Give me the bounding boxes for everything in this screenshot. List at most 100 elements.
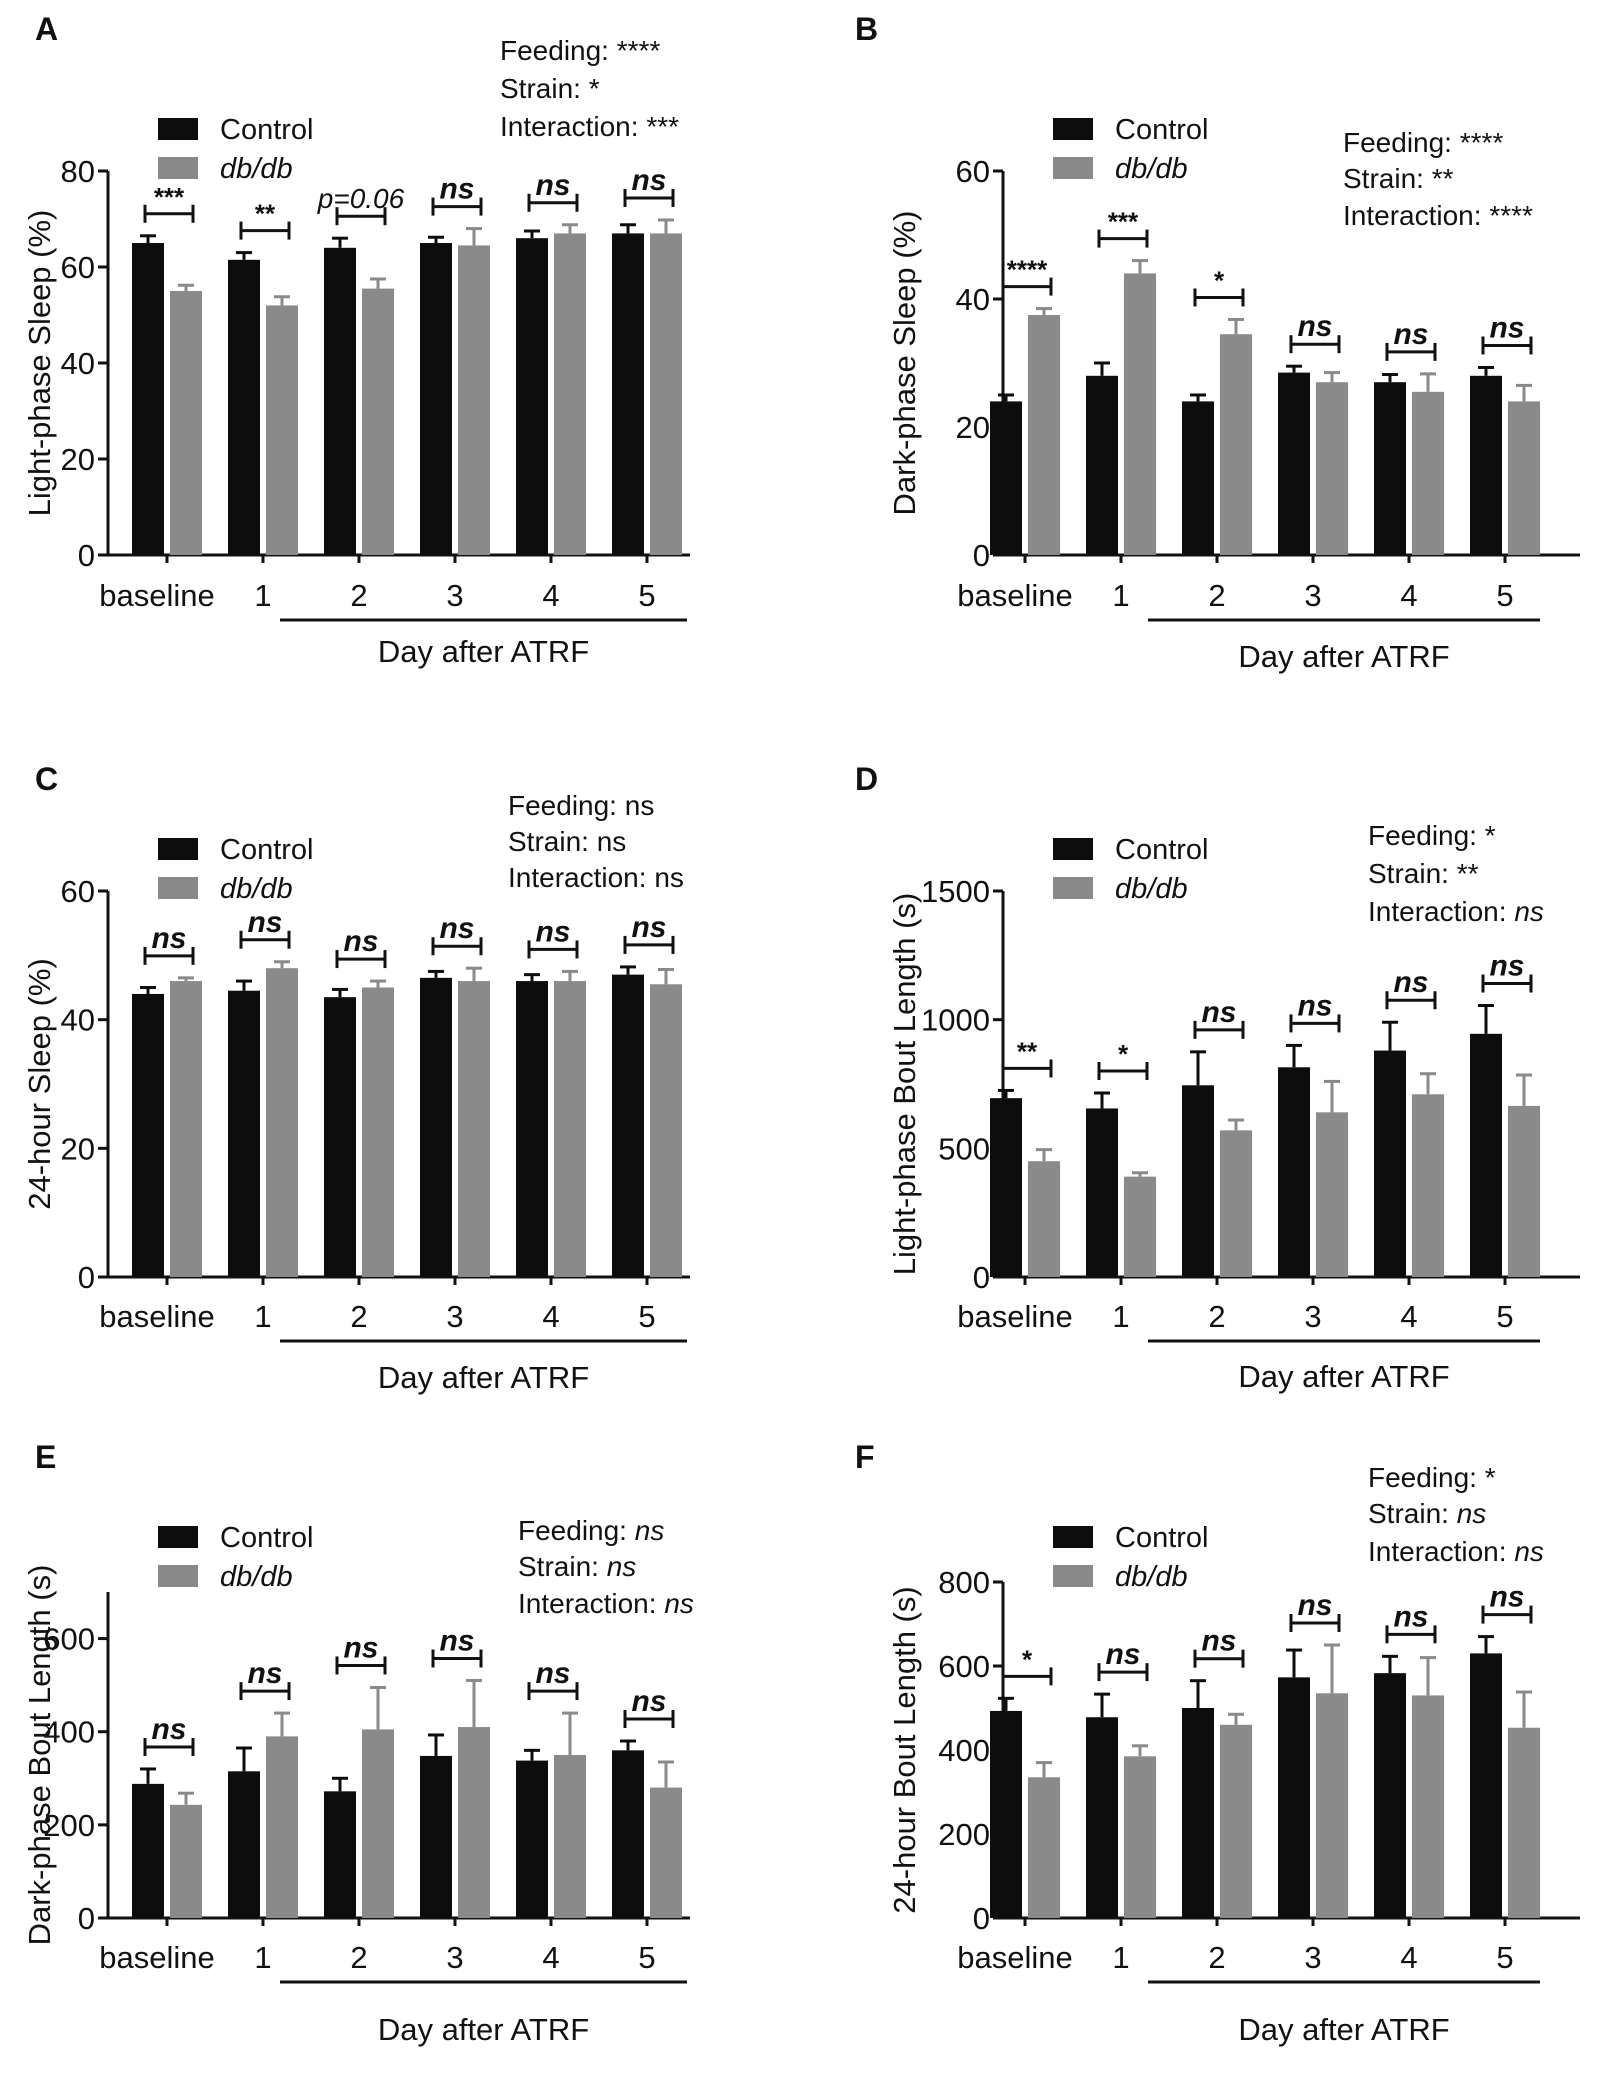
x-axis-label: Day after ATRF xyxy=(378,1360,589,1395)
bar-control xyxy=(1086,1108,1118,1277)
legend-label: db/db xyxy=(220,873,293,905)
bar-control xyxy=(1374,1050,1406,1277)
y-tick-label: 0 xyxy=(78,1260,95,1295)
legend-swatch xyxy=(1053,1526,1093,1548)
bar-dbdb xyxy=(458,981,490,1277)
sig-label: ns xyxy=(1489,950,1524,983)
stats-text-label: Interaction: xyxy=(1368,896,1514,927)
bar-dbdb xyxy=(1124,273,1156,555)
legend-swatch xyxy=(158,118,198,140)
x-tick-label: 3 xyxy=(1304,578,1321,613)
y-tick-label: 60 xyxy=(61,250,95,285)
bar-dbdb xyxy=(1028,315,1060,555)
stats-text-label: Feeding: xyxy=(1368,1462,1485,1493)
x-tick-label: 3 xyxy=(1304,1940,1321,1975)
x-tick-label: baseline xyxy=(957,1299,1072,1334)
x-tick-label: 1 xyxy=(1112,1299,1129,1334)
legend-label: db/db xyxy=(1115,1561,1188,1593)
bar-control xyxy=(1374,1673,1406,1918)
x-tick-label: 1 xyxy=(1112,1940,1129,1975)
x-tick-label: 3 xyxy=(446,578,463,613)
sig-label: ns xyxy=(343,1631,378,1664)
bar-control xyxy=(612,1750,644,1918)
x-axis-label: Day after ATRF xyxy=(1238,1359,1449,1394)
bar-dbdb xyxy=(1028,1161,1060,1277)
x-tick-label: 2 xyxy=(1208,578,1225,613)
sig-label: ns xyxy=(535,915,570,948)
bar-dbdb xyxy=(266,305,298,555)
legend-label: Control xyxy=(1115,1522,1209,1554)
y-tick-label: 80 xyxy=(61,154,95,189)
stats-text: Interaction: ns xyxy=(508,862,684,893)
x-tick-label: 5 xyxy=(638,1940,655,1975)
x-tick-label: 1 xyxy=(254,1940,271,1975)
x-tick-label: 4 xyxy=(542,1299,559,1334)
x-axis-label: Day after ATRF xyxy=(378,634,589,669)
bar-control xyxy=(990,1710,1022,1918)
stats-text-label: Strain: xyxy=(1368,1498,1457,1529)
stats-text-label: Strain: xyxy=(1343,163,1432,194)
x-tick-label: baseline xyxy=(99,1940,214,1975)
stats-text: Feeding: * xyxy=(1368,820,1496,851)
x-tick-label: 3 xyxy=(446,1299,463,1334)
panel-b: B 0 20 40 60 Dark-phase Sleep (%) baseline 1 2 3 4… xyxy=(855,11,1580,674)
x-tick-label: 4 xyxy=(542,1940,559,1975)
x-tick-label: 4 xyxy=(1400,1299,1417,1334)
x-tick-label: 2 xyxy=(350,1299,367,1334)
bar-control xyxy=(132,1783,164,1918)
sig-label: ns xyxy=(535,1657,570,1690)
y-axis-label: Dark-phase Sleep (%) xyxy=(887,211,922,516)
bar-dbdb xyxy=(266,1736,298,1918)
bar-dbdb xyxy=(362,987,394,1277)
x-tick-label: baseline xyxy=(957,578,1072,613)
stats-text: Interaction: ns xyxy=(518,1588,694,1619)
bar-control xyxy=(1470,1033,1502,1277)
sig-label: ** xyxy=(255,199,276,229)
sig-label: ns xyxy=(439,912,474,945)
sig-label: ns xyxy=(1489,311,1524,344)
stats-text-value: **** xyxy=(617,35,661,66)
legend-swatch xyxy=(158,877,198,899)
bar-dbdb xyxy=(1412,391,1444,555)
legend-label: Control xyxy=(1115,114,1209,146)
stats-text-label: Feeding: xyxy=(518,1515,635,1546)
legend-swatch xyxy=(158,1526,198,1548)
bar-control xyxy=(1470,375,1502,555)
bar-dbdb xyxy=(1412,1695,1444,1918)
sig-label: ns xyxy=(1297,1589,1332,1622)
sig-label: ns xyxy=(1105,1638,1140,1671)
bar-control xyxy=(990,401,1022,555)
x-tick-label: 5 xyxy=(638,578,655,613)
stats-text: Interaction: ns xyxy=(1368,896,1544,927)
bar-dbdb xyxy=(1220,1130,1252,1277)
stats-text-label: Interaction: xyxy=(508,862,654,893)
bar-control xyxy=(228,259,260,555)
bar-control xyxy=(1278,372,1310,555)
sig-label: ns xyxy=(1297,310,1332,343)
panel-letter: C xyxy=(35,761,58,797)
bar-control xyxy=(132,993,164,1277)
y-tick-label: 60 xyxy=(956,154,990,189)
bar-control xyxy=(324,1791,356,1918)
bar-dbdb xyxy=(650,233,682,555)
stats-text-label: Feeding: xyxy=(1368,820,1485,851)
bar-dbdb xyxy=(1508,1727,1540,1918)
y-axis-label: Dark-phase Bout Length (s) xyxy=(22,1565,57,1946)
panel-letter: B xyxy=(855,11,878,47)
bar-control xyxy=(516,1760,548,1918)
y-tick-label: 400 xyxy=(938,1733,990,1768)
stats-text-value: * xyxy=(589,73,600,104)
bar-dbdb xyxy=(1508,401,1540,555)
legend-swatch xyxy=(1053,157,1093,179)
sig-label: * xyxy=(1022,1644,1033,1674)
bar-dbdb xyxy=(650,1787,682,1918)
bar-dbdb xyxy=(1220,1724,1252,1918)
x-tick-label: 5 xyxy=(638,1299,655,1334)
sig-label: ns xyxy=(1489,1581,1524,1614)
y-tick-label: 600 xyxy=(43,1622,95,1657)
panel-letter: D xyxy=(855,761,878,797)
y-tick-label: 600 xyxy=(938,1649,990,1684)
bar-control xyxy=(1086,1717,1118,1918)
